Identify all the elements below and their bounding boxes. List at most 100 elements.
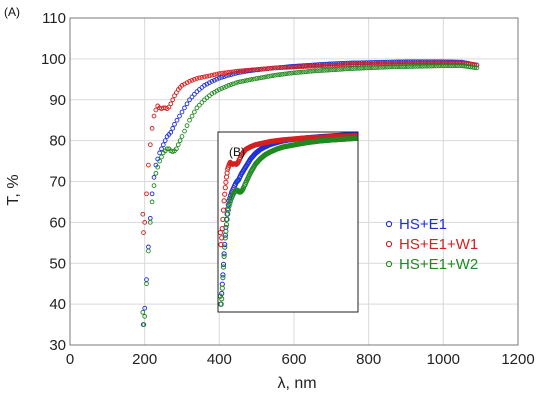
- data-point: [233, 69, 239, 74]
- inset-series-hs-e1-w2: [218, 135, 358, 307]
- data-point: [174, 146, 179, 152]
- data-point: [384, 64, 390, 70]
- data-point: [403, 61, 409, 66]
- inset-data-point: [219, 290, 225, 297]
- data-point: [445, 60, 451, 66]
- data-point: [221, 85, 227, 90]
- inset-panel: (B): [217, 131, 359, 313]
- data-point: [157, 150, 162, 156]
- data-point: [263, 74, 269, 80]
- data-point: [194, 105, 200, 111]
- legend-marker: [385, 220, 393, 228]
- data-point: [282, 65, 288, 70]
- data-point: [317, 68, 323, 74]
- series-hs-e1-w1: [140, 60, 480, 235]
- data-point: [223, 84, 229, 89]
- data-point: [237, 79, 243, 85]
- inset-data-point: [223, 179, 229, 185]
- data-point: [189, 94, 195, 100]
- data-point: [340, 66, 346, 72]
- y-tick-label: 110: [42, 10, 66, 27]
- data-point: [179, 109, 185, 115]
- data-point: [396, 64, 402, 70]
- data-point: [212, 72, 217, 78]
- data-point: [151, 183, 157, 188]
- data-point: [296, 70, 302, 75]
- data-point: [268, 65, 274, 71]
- data-point: [182, 105, 187, 111]
- data-point: [251, 76, 257, 82]
- data-point: [363, 65, 369, 71]
- data-point: [440, 63, 446, 69]
- data-point: [452, 60, 458, 66]
- panel-a-label: (A): [4, 5, 20, 19]
- data-point: [197, 75, 202, 81]
- data-point: [251, 67, 257, 73]
- data-point: [366, 65, 372, 71]
- data-point: [270, 65, 276, 71]
- data-point: [291, 64, 297, 70]
- x-tick-label: 800: [356, 351, 381, 368]
- inset-data-point: [221, 251, 227, 257]
- data-point: [144, 277, 149, 282]
- data-point: [254, 76, 260, 81]
- data-point: [321, 68, 327, 73]
- data-point: [144, 191, 149, 197]
- data-point: [426, 60, 432, 66]
- data-point: [459, 60, 465, 66]
- data-point: [277, 72, 283, 77]
- data-point: [157, 158, 162, 164]
- data-point: [256, 66, 262, 72]
- data-point: [209, 79, 215, 84]
- data-point: [168, 130, 174, 135]
- data-point: [384, 61, 390, 67]
- data-point: [146, 162, 151, 168]
- data-point: [405, 60, 411, 66]
- data-point: [162, 138, 168, 143]
- data-point: [359, 65, 365, 71]
- data-point: [141, 322, 147, 327]
- data-point: [345, 66, 351, 72]
- data-point: [284, 71, 290, 77]
- data-point: [324, 63, 330, 68]
- data-point: [429, 63, 435, 69]
- data-point: [142, 305, 148, 311]
- data-point: [310, 63, 316, 69]
- data-point: [401, 61, 407, 66]
- inset-data-point: [227, 200, 233, 207]
- data-point: [275, 72, 281, 78]
- x-axis-label: λ, nm: [277, 375, 316, 392]
- data-point: [284, 65, 290, 70]
- data-point: [184, 80, 190, 86]
- data-point: [170, 97, 176, 103]
- data-point: [335, 62, 341, 68]
- data-point: [375, 65, 381, 70]
- data-point: [277, 65, 283, 71]
- data-point: [401, 64, 407, 70]
- data-point: [443, 60, 449, 66]
- data-point: [228, 82, 234, 87]
- y-tick-label: 30: [49, 337, 66, 354]
- data-point: [338, 62, 344, 68]
- data-point: [212, 77, 217, 83]
- data-point: [415, 60, 421, 66]
- data-point: [410, 64, 416, 69]
- data-point: [463, 64, 469, 69]
- data-point: [286, 71, 292, 76]
- data-point: [256, 75, 262, 81]
- data-point: [470, 64, 476, 70]
- y-tick-label: 50: [49, 255, 66, 272]
- legend-entry: HS+E1: [399, 216, 447, 233]
- data-point: [373, 65, 379, 70]
- data-point: [438, 63, 444, 69]
- data-point: [164, 146, 170, 152]
- data-point: [141, 230, 146, 235]
- data-point: [204, 73, 210, 79]
- data-point: [209, 72, 215, 78]
- data-point: [194, 76, 200, 81]
- legend-marker: [385, 260, 393, 268]
- inset-data-point: [220, 207, 227, 213]
- data-point: [396, 61, 402, 66]
- inset-data-point: [219, 296, 225, 302]
- data-point: [230, 69, 236, 75]
